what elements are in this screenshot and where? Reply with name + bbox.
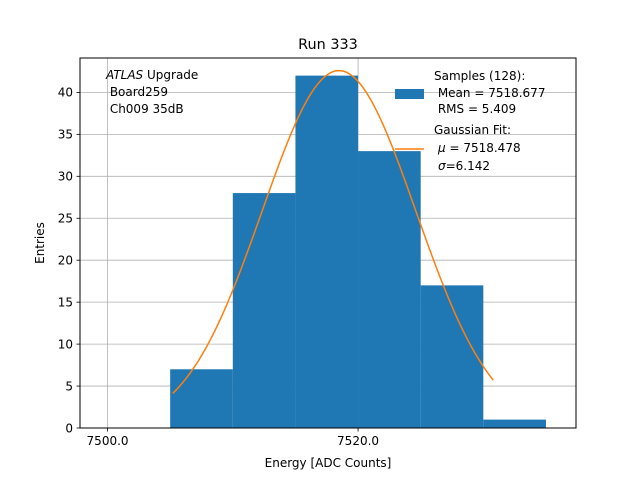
legend-mu-symbol: μ (437, 141, 446, 155)
legend-samples-title: Samples (128): (434, 69, 525, 83)
atlas-upgrade: Upgrade (143, 68, 198, 82)
x-axis-label: Energy [ADC Counts] (265, 456, 392, 470)
y-tick-label: 15 (58, 295, 73, 309)
legend: Samples (128): Mean = 7518.677 RMS = 5.4… (395, 69, 545, 173)
x-axis-ticks: 7500.0 7520.0 (87, 428, 379, 448)
y-tick-label: 5 (65, 379, 73, 393)
legend-samples-mean: Mean = 7518.677 (434, 86, 545, 100)
atlas-annotation-line1: ATLAS Upgrade (105, 68, 198, 82)
y-tick-label: 0 (65, 421, 73, 435)
legend-mu-value: = 7518.478 (446, 141, 521, 155)
y-tick-label: 35 (58, 128, 73, 142)
chart-title: Run 333 (298, 37, 358, 53)
histogram-bar (295, 75, 359, 428)
y-axis-ticks: 0 5 10 15 20 25 30 35 40 (58, 86, 80, 435)
y-tick-label: 30 (58, 170, 73, 184)
legend-fit-title: Gaussian Fit: (434, 123, 511, 137)
histogram-bar (483, 419, 546, 428)
atlas-italic: ATLAS (105, 68, 144, 82)
y-tick-label: 40 (58, 86, 73, 100)
histogram-bars (170, 75, 546, 428)
atlas-annotation-line2: Board259 (106, 85, 168, 99)
legend-samples-rms: RMS = 5.409 (434, 102, 516, 116)
y-tick-label: 10 (58, 337, 73, 351)
histogram-bar (420, 285, 484, 428)
legend-sigma-symbol: σ (438, 159, 446, 173)
legend-sigma-value: =6.142 (446, 159, 490, 173)
x-tick-label: 7520.0 (337, 434, 379, 448)
histogram-bar (358, 151, 421, 428)
plot-frame (79, 57, 577, 429)
x-tick-label: 7500.0 (87, 434, 129, 448)
y-tick-label: 20 (58, 253, 73, 267)
gaussian-fit (172, 69, 494, 394)
legend-fit-sigma: σ=6.142 (438, 159, 490, 173)
y-tick-label: 25 (58, 212, 73, 226)
legend-fit-mu: μ = 7518.478 (437, 141, 521, 155)
y-axis-label: Entries (33, 222, 47, 264)
atlas-annotation-line3: Ch009 35dB (106, 102, 184, 116)
legend-samples-swatch (395, 89, 424, 99)
histogram-bar (170, 369, 233, 428)
histogram-bar (232, 193, 296, 428)
fit-curve (172, 69, 494, 394)
